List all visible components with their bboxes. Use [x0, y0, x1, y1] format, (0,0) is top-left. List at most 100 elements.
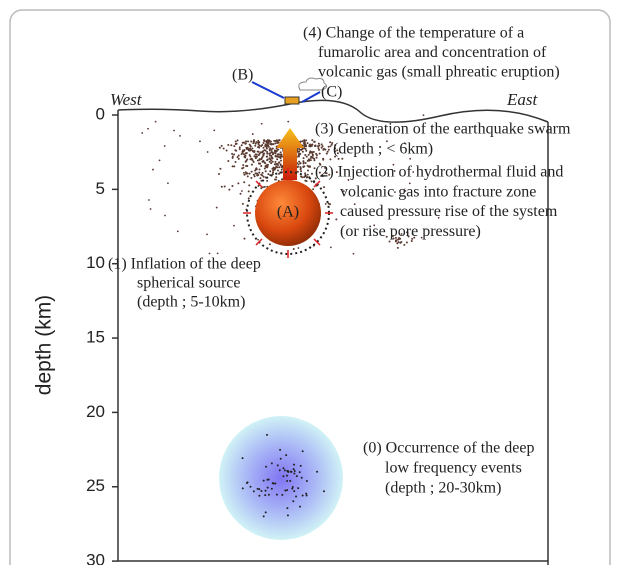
annotation-line: fumarolic area and concentration of	[318, 44, 547, 61]
hypocenter	[308, 159, 311, 162]
hypocenter	[304, 147, 307, 150]
upward-arrow	[276, 128, 304, 180]
hypocenter	[244, 142, 247, 145]
hypocenter	[303, 145, 306, 148]
hypocenter	[336, 152, 339, 155]
hypocenter	[243, 181, 246, 184]
hypocenter	[250, 177, 253, 180]
hypocenter	[256, 150, 259, 153]
hypocenter	[329, 203, 332, 206]
hypocenter	[228, 188, 231, 191]
hypocenter	[274, 160, 277, 163]
fumarole	[284, 96, 300, 105]
hypocenter	[347, 179, 350, 181]
hypocenter	[280, 159, 283, 162]
hypocenter	[342, 190, 345, 192]
arrow-b	[251, 81, 285, 99]
annotation-line: (or rise pore pressure)	[340, 223, 481, 240]
hypocenter	[266, 166, 269, 169]
lfe-event	[305, 494, 308, 497]
hypocenter	[277, 139, 280, 142]
hypocenter	[250, 163, 253, 166]
hypocenter	[396, 242, 399, 245]
hypocenter	[266, 139, 269, 142]
hypocenter	[254, 155, 257, 158]
hypocenter	[236, 156, 239, 159]
hypocenter	[437, 216, 440, 219]
hypocenter	[329, 141, 332, 144]
hypocenter	[297, 150, 300, 153]
lfe-event	[297, 487, 300, 490]
annotation-line: (1) Inflation of the deep	[108, 256, 261, 273]
hypocenter	[252, 142, 255, 145]
tick-label: 0	[96, 104, 105, 123]
annotation-line: volcanic gas into fracture zone	[340, 183, 536, 200]
annotation-line: spherical source	[137, 275, 241, 292]
hypocenter	[252, 140, 255, 143]
hypocenter	[258, 168, 261, 171]
annotation-line: (3) Generation of the earthquake swarm	[315, 121, 571, 138]
lfe-event	[258, 494, 261, 497]
lfe-event	[265, 465, 268, 468]
hypocenter	[238, 146, 241, 149]
hypocenter	[404, 190, 407, 192]
hypocenter	[276, 162, 279, 165]
lfe-event	[260, 490, 263, 493]
hypocenter	[147, 127, 149, 130]
hypocenter	[394, 191, 396, 193]
hypocenter	[318, 152, 321, 155]
lfe-event	[295, 475, 298, 478]
hypocenter	[255, 153, 258, 156]
hypocenter	[237, 182, 240, 185]
hypocenter	[268, 243, 271, 246]
hypocenter	[231, 157, 234, 160]
lfe-event	[264, 511, 267, 514]
hypocenter	[353, 203, 356, 206]
hypocenter	[305, 176, 308, 179]
hypocenter	[388, 240, 391, 243]
hypocenter	[250, 170, 253, 173]
hypocenter	[258, 158, 261, 161]
hypocenter	[263, 167, 266, 170]
hypocenter	[248, 184, 251, 187]
hypocenter	[275, 150, 278, 153]
hypocenter	[158, 159, 161, 162]
hypocenter	[199, 140, 201, 143]
hypocenter	[234, 149, 237, 152]
hypocenter	[267, 173, 270, 176]
lfe-event	[282, 475, 285, 478]
hypocenter	[271, 156, 274, 159]
lfe-event	[298, 471, 301, 474]
hypocenter	[315, 156, 318, 159]
hypocenter	[306, 142, 309, 145]
hypocenter	[318, 144, 321, 147]
hypocenter	[319, 163, 322, 166]
hypocenter	[318, 171, 321, 174]
hypocenter	[251, 133, 254, 135]
tick-label: 10	[86, 253, 105, 272]
lfe-event	[293, 472, 296, 475]
hypocenter	[266, 163, 269, 166]
hypocenter	[328, 173, 331, 176]
hypocenter	[334, 150, 337, 153]
hypocenter	[397, 241, 400, 244]
hypocenter	[265, 155, 268, 158]
hypocenter	[243, 153, 246, 156]
hypocenter	[317, 147, 320, 150]
hypocenter	[280, 168, 283, 171]
hypocenter	[331, 141, 334, 144]
hypocenter	[303, 143, 306, 146]
hypocenter	[334, 147, 337, 150]
lfe-event	[258, 488, 261, 491]
hypocenter	[300, 148, 303, 151]
hypocenter	[272, 143, 275, 146]
hypocenter	[230, 144, 233, 147]
hypocenter	[260, 187, 263, 190]
hypocenter	[244, 152, 247, 155]
hypocenter	[263, 185, 266, 188]
lfe-event	[301, 450, 304, 453]
hypocenter	[269, 147, 272, 150]
hypocenter	[257, 143, 260, 146]
hypocenter	[270, 162, 273, 165]
hypocenter	[149, 208, 152, 210]
